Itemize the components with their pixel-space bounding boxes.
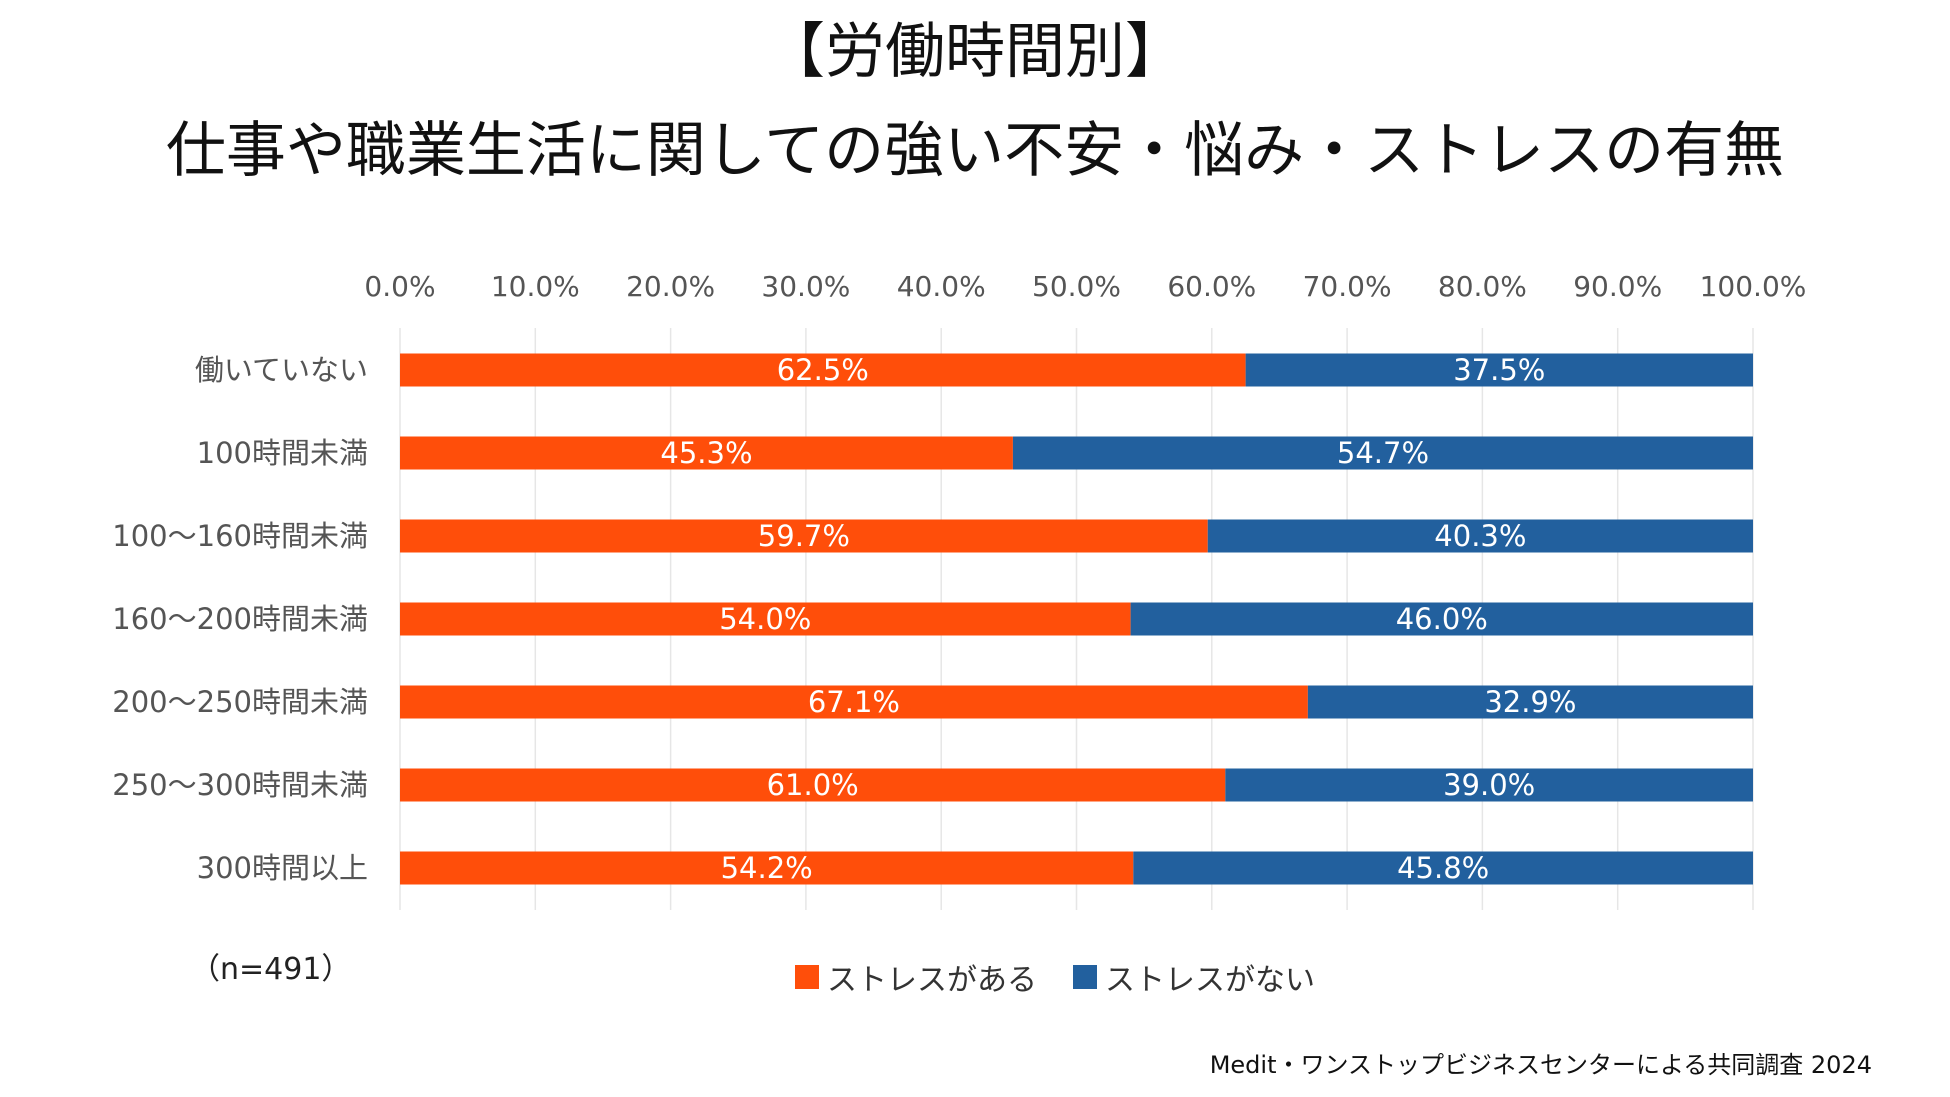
data-label-stress-yes: 62.5% bbox=[777, 353, 869, 387]
legend: ストレスがある ストレスがない bbox=[795, 955, 1351, 999]
bar-segment-stress-no bbox=[1012, 436, 1753, 470]
category-label: 250～300時間未満 bbox=[112, 768, 368, 802]
bar-segment-stress-no bbox=[1130, 602, 1753, 636]
x-tick-label: 30.0% bbox=[761, 270, 850, 303]
legend-item-stress-yes: ストレスがある bbox=[795, 955, 1037, 999]
x-tick-label: 50.0% bbox=[1032, 270, 1121, 303]
category-label: 100～160時間未満 bbox=[112, 519, 368, 553]
x-axis-tick-labels: 0.0% 10.0% 20.0% 30.0% 40.0% 50.0% 60.0% 70.0% 8… bbox=[364, 270, 1806, 303]
x-tick-label: 10.0% bbox=[491, 270, 580, 303]
legend-label-stress-yes: ストレスがある bbox=[827, 963, 1037, 998]
bar-segment-stress-yes bbox=[400, 851, 1134, 885]
bar-segment-stress-no bbox=[1225, 768, 1753, 802]
legend-label-stress-no: ストレスがない bbox=[1105, 963, 1315, 998]
sample-size-label: （n=491） bbox=[190, 952, 352, 987]
data-label-stress-yes: 45.3% bbox=[660, 436, 752, 470]
data-label-stress-yes: 54.0% bbox=[719, 602, 811, 636]
data-label-stress-yes: 54.2% bbox=[721, 851, 813, 885]
data-label-stress-yes: 59.7% bbox=[758, 519, 850, 553]
category-label: 160～200時間未満 bbox=[112, 602, 368, 636]
x-tick-label: 40.0% bbox=[897, 270, 986, 303]
category-label: 100時間未満 bbox=[197, 436, 368, 470]
category-label: 働いていない bbox=[195, 353, 368, 387]
legend-swatch-stress-no bbox=[1073, 965, 1097, 989]
x-tick-label: 20.0% bbox=[626, 270, 715, 303]
bars bbox=[400, 353, 1753, 885]
data-label-stress-no: 45.8% bbox=[1397, 851, 1489, 885]
bar-segment-stress-no bbox=[1133, 851, 1753, 885]
bar-segment-stress-no bbox=[1245, 353, 1753, 387]
category-label: 200～250時間未満 bbox=[112, 685, 368, 719]
chart-title-line-1: 【労働時間別】 bbox=[765, 17, 1185, 87]
legend-swatch-stress-yes bbox=[795, 965, 819, 989]
bar-segment-stress-yes bbox=[400, 436, 1013, 470]
data-label-stress-yes: 67.1% bbox=[808, 685, 900, 719]
data-label-stress-no: 46.0% bbox=[1396, 602, 1488, 636]
legend-item-stress-no: ストレスがない bbox=[1073, 955, 1315, 999]
data-label-stress-no: 32.9% bbox=[1484, 685, 1576, 719]
bar-segment-stress-yes bbox=[400, 685, 1308, 719]
x-tick-label: 70.0% bbox=[1303, 270, 1392, 303]
data-label-stress-no: 39.0% bbox=[1443, 768, 1535, 802]
bar-segment-stress-yes bbox=[400, 768, 1226, 802]
x-tick-label: 100.0% bbox=[1700, 270, 1807, 303]
bar-segment-stress-no bbox=[1307, 685, 1753, 719]
source-credit: Medit・ワンストップビジネスセンターによる共同調査 2024 bbox=[1209, 1051, 1872, 1079]
data-label-stress-no: 37.5% bbox=[1453, 353, 1545, 387]
bar-segment-stress-yes bbox=[400, 353, 1246, 387]
bar-segment-stress-no bbox=[1207, 519, 1753, 553]
x-tick-label: 0.0% bbox=[364, 270, 435, 303]
data-labels: 62.5% 37.5% 45.3% 54.7% 59.7% 40.3% 54.0% 46.0%… bbox=[660, 353, 1576, 885]
x-tick-label: 90.0% bbox=[1573, 270, 1662, 303]
y-axis-category-labels: 働いていない 100時間未満 100～160時間未満 160～200時間未満 200～2… bbox=[112, 353, 368, 885]
x-tick-label: 80.0% bbox=[1438, 270, 1527, 303]
category-label: 300時間以上 bbox=[197, 851, 368, 885]
data-label-stress-no: 40.3% bbox=[1434, 519, 1526, 553]
chart-title-line-2: 仕事や職業生活に関しての強い不安・悩み・ストレスの有無 bbox=[165, 116, 1785, 186]
bar-segment-stress-yes bbox=[400, 602, 1131, 636]
data-label-stress-no: 54.7% bbox=[1337, 436, 1429, 470]
data-label-stress-yes: 61.0% bbox=[767, 768, 859, 802]
bar-segment-stress-yes bbox=[400, 519, 1208, 553]
x-tick-label: 60.0% bbox=[1167, 270, 1256, 303]
